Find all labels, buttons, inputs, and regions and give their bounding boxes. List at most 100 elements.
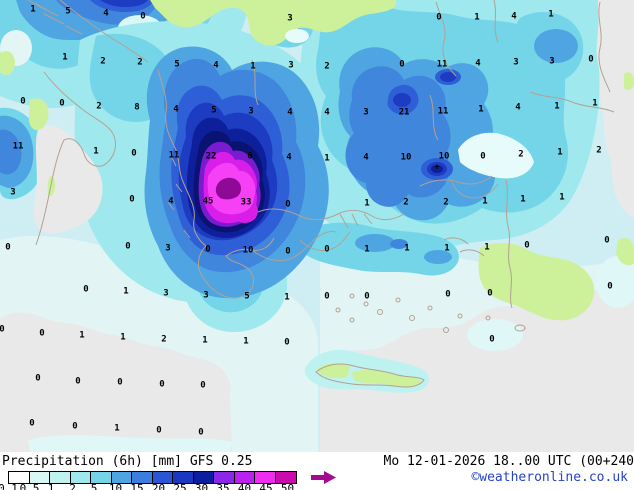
map-value-label: 10	[438, 151, 450, 162]
legend-color-cell	[255, 472, 276, 483]
map-value-label: 33	[240, 197, 252, 208]
map-value-label: 0	[83, 284, 89, 295]
map-value-label: 3	[203, 290, 209, 301]
map-value-label: 4	[324, 107, 330, 118]
legend-color-cell	[111, 472, 132, 483]
map-value-label: 5	[244, 291, 250, 302]
map-value-label: 0	[156, 425, 162, 436]
map-value-label: 0	[59, 98, 65, 109]
map-value-label: 11	[12, 141, 24, 152]
legend-color-cell	[234, 472, 255, 483]
legend-tick-label: 20	[151, 482, 166, 490]
map-graphic	[0, 0, 634, 452]
map-value-label: 4	[475, 58, 481, 69]
map-value-label: 21	[398, 107, 410, 118]
map-value-label: 4	[287, 107, 293, 118]
legend-tick-label: 25	[173, 482, 187, 490]
map-value-label: 1	[202, 335, 208, 346]
legend-color-cell	[193, 472, 214, 483]
map-value-label: 0	[604, 235, 610, 246]
legend-color-cell	[50, 472, 71, 483]
legend-color-cell	[173, 472, 194, 483]
map-value-label: 11	[436, 59, 448, 70]
legend-color-cell	[132, 472, 153, 483]
map-value-label: 1	[250, 61, 256, 72]
map-value-label: 0	[607, 281, 613, 292]
map-value-label: 2	[443, 197, 449, 208]
map-value-label: 3	[10, 187, 16, 198]
map-value-label: +	[434, 162, 440, 173]
map-value-label: 0	[159, 379, 165, 390]
legend-tick-label: 45	[259, 482, 273, 490]
map-value-label: 0	[524, 240, 530, 251]
map-value-label: 1	[284, 292, 290, 303]
map-value-label: 10	[400, 152, 412, 163]
color-scale-labels: 0.1 0.5 1 2 5 10 15 20 25 30 35 40 45 50	[0, 483, 360, 490]
map-value-label: 1	[478, 104, 484, 115]
map-value-label: 0	[200, 380, 206, 391]
map-value-label: 5	[211, 105, 217, 116]
map-value-label: 8	[134, 102, 140, 113]
map-value-label: 1	[548, 9, 554, 20]
coastlines	[27, 0, 615, 388]
map-value-label: 1	[404, 243, 410, 254]
legend-tick-label: 0.1	[0, 482, 18, 490]
legend-color-cell	[214, 472, 235, 483]
map-value-label: 0	[588, 54, 594, 65]
legend-tick-label: 1	[47, 482, 55, 490]
map-value-label: 0	[39, 328, 45, 339]
map-value-label: 1	[559, 192, 565, 203]
map-value-label: 0	[125, 241, 131, 252]
map-value-label: 1	[520, 194, 526, 205]
legend-color-cell	[91, 472, 112, 483]
map-value-label: 10	[242, 245, 254, 256]
legend-tick-label: 35	[216, 482, 230, 490]
map-value-label: 0	[35, 373, 41, 384]
map-value-label: 0	[198, 427, 204, 438]
color-scale-bar	[8, 471, 297, 484]
map-value-label: 2	[137, 57, 143, 68]
map-value-label: 3	[513, 57, 519, 68]
map-value-label: 0	[436, 12, 442, 23]
map-value-label: 4	[213, 60, 219, 71]
map-value-label: 0	[20, 96, 26, 107]
map-value-label: 0	[205, 244, 211, 255]
run-datetime: Mo 12-01-2026 18..00 UTC (00+240	[383, 454, 634, 469]
legend-title: Precipitation (6h) [mm] GFS 0.25	[2, 454, 253, 469]
map-value-label: 1	[79, 330, 85, 341]
map-value-label: 2	[324, 61, 330, 72]
map-value-label: 0	[487, 288, 493, 299]
map-value-label: 1	[324, 153, 330, 164]
map-value-label: 22	[205, 151, 217, 162]
scale-overflow-arrow	[311, 471, 336, 484]
map-value-label: 0	[489, 334, 495, 345]
map-value-label: 11	[168, 150, 180, 161]
map-value-label: 0	[364, 291, 370, 302]
copyright-link[interactable]: ©weatheronline.co.uk	[471, 470, 628, 485]
map-value-label: 1	[114, 423, 120, 434]
legend-tick-label: 50	[280, 482, 295, 490]
legend-tick-label: 40	[237, 482, 252, 490]
legend-tick-label: 0.5	[19, 482, 40, 490]
legend-tick-label: 5	[90, 482, 98, 490]
map-value-label: 4	[173, 104, 179, 115]
map-value-label: 0	[72, 421, 78, 432]
map-value-label: 1	[444, 243, 450, 254]
map-value-label: 1	[482, 196, 488, 207]
legend-tick-label: 2	[69, 482, 76, 490]
map-value-label: 0	[285, 199, 291, 210]
map-value-label: 3	[288, 60, 294, 71]
legend-tick-label: 10	[108, 482, 123, 490]
legend-tick-label: 30	[194, 482, 209, 490]
map-value-label: 1	[93, 146, 99, 157]
map-value-label: 45	[202, 196, 214, 207]
map-value-label: 4	[511, 11, 517, 22]
map-value-label: 1	[364, 198, 370, 209]
precipitation-map: 1 5 4 0 3 0 1 4 1 1 2 2 5 4 1 3 2 0 11 4 3 3 0 0 0 2 8 4 5 3 4 4 3 21 11 1 4…	[0, 0, 634, 452]
map-value-label: 0	[480, 151, 486, 162]
legend-color-cell	[275, 472, 296, 483]
map-value-label: 1	[30, 4, 36, 15]
map-value-label: 2	[161, 334, 167, 345]
map-value-label: 2	[96, 101, 102, 112]
